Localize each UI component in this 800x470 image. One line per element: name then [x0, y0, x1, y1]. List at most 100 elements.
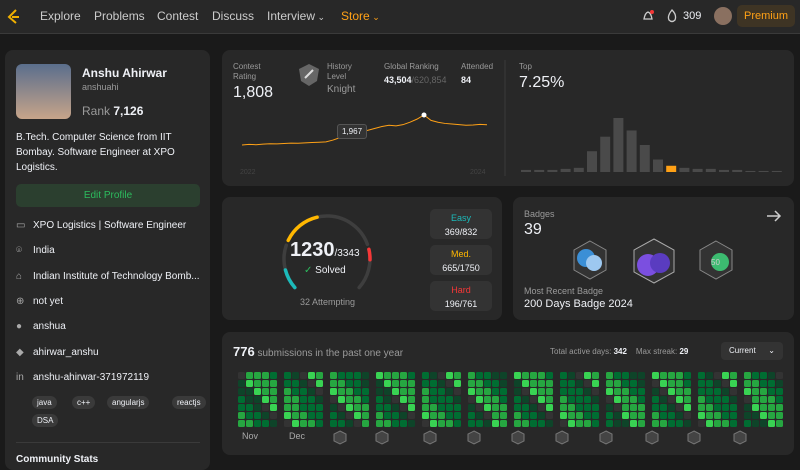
heat-cell [560, 404, 567, 411]
heat-cell [316, 388, 323, 395]
heat-cell [354, 396, 361, 403]
heat-cell [776, 396, 783, 403]
heat-cell [560, 412, 567, 419]
heat-cell [468, 372, 475, 379]
heat-cell [238, 388, 245, 395]
x-start: 2022 [240, 169, 256, 176]
heat-cell [668, 412, 675, 419]
bell[interactable] [641, 9, 655, 23]
heat-cell [400, 404, 407, 411]
heat-cell [668, 396, 675, 403]
heat-cell [476, 420, 483, 427]
heat-cell [514, 380, 521, 387]
heat-cell [652, 380, 659, 387]
heat-cell [500, 396, 507, 403]
heat-cell [492, 372, 499, 379]
nav-link[interactable]: Store ⌄ [341, 9, 380, 23]
avatar[interactable] [714, 7, 732, 25]
heat-cell [292, 388, 299, 395]
heat-cell [576, 396, 583, 403]
heat-cell [760, 420, 767, 427]
heat-cell [500, 380, 507, 387]
heat-cell [538, 372, 545, 379]
heat-cell [308, 396, 315, 403]
heat-cell [500, 412, 507, 419]
heat-cell [714, 380, 721, 387]
histogram-bar [653, 159, 663, 172]
nav-link[interactable]: Contest [157, 9, 199, 23]
heat-cell [584, 380, 591, 387]
heat-cell [308, 380, 315, 387]
heat-cell [530, 404, 537, 411]
heat-cell [638, 412, 645, 419]
heat-cell [630, 412, 637, 419]
month-badge [733, 430, 747, 445]
global-label: Global Ranking [384, 62, 439, 71]
heat-cell [584, 404, 591, 411]
arrow[interactable] [766, 209, 782, 223]
tag: c++ [72, 396, 96, 409]
streak-label: Max streak: [635, 347, 678, 356]
heat-cell [776, 372, 783, 379]
heat-cell [330, 404, 337, 411]
solved-label: ✓ Solved [304, 265, 346, 276]
heat-cell [408, 388, 415, 395]
nav-link[interactable]: Discuss [212, 9, 255, 23]
active-label: Total active days: [550, 347, 612, 356]
heat-cell [270, 420, 277, 427]
heat-cell [714, 412, 721, 419]
edit-button[interactable]: Edit Profile [16, 184, 200, 207]
premium-button[interactable]: Premium [737, 5, 795, 27]
heat-cell [246, 404, 253, 411]
heat-cell [652, 420, 659, 427]
logo[interactable] [5, 8, 21, 24]
heat-cell [546, 380, 553, 387]
heat-cell [576, 388, 583, 395]
heat-cell [730, 388, 737, 395]
heat-cell [522, 396, 529, 403]
nav-link[interactable]: Problems [94, 9, 145, 23]
heat-cell [376, 396, 383, 403]
attended-label: Attended [461, 62, 494, 71]
heat-cell [254, 372, 261, 379]
heat-cell [768, 420, 775, 427]
heat-cell [284, 372, 291, 379]
heat-cell [760, 404, 767, 411]
histogram-bar [639, 145, 650, 172]
heat-cell [422, 396, 429, 403]
nav-link[interactable]: Interview ⌄ [267, 9, 326, 23]
heat-cell [622, 404, 629, 411]
info-icon: in [16, 371, 24, 383]
heat-cell [744, 372, 751, 379]
heat-cell [652, 372, 659, 379]
rating: 1,808 [233, 84, 274, 101]
heat-cell [546, 396, 553, 403]
month-badge [555, 430, 569, 445]
heat-cell [254, 420, 261, 427]
period-select[interactable]: Current ⌄ [721, 342, 783, 360]
heat-cell [638, 396, 645, 403]
nav-link[interactable]: Explore [40, 9, 81, 23]
heat-cell [714, 388, 721, 395]
recent-label: Most Recent Badge [524, 286, 604, 296]
heat-cell [568, 372, 575, 379]
heat-cell [422, 412, 429, 419]
heat-cell [614, 388, 621, 395]
heat-cell [438, 380, 445, 387]
heat-cell [652, 388, 659, 395]
heat-cell [576, 404, 583, 411]
heat-cell [238, 396, 245, 403]
ring-segment [286, 215, 319, 243]
heat-cell [668, 404, 675, 411]
heat-cell [262, 372, 269, 379]
heat-cell [538, 420, 545, 427]
heat-cell [668, 372, 675, 379]
heat-cell [614, 396, 621, 403]
heat-cell [568, 420, 575, 427]
heat-cell [376, 380, 383, 387]
month-badge [511, 430, 525, 445]
heat-cell [698, 420, 705, 427]
heat-cell [492, 388, 499, 395]
heat-cell [284, 420, 291, 427]
